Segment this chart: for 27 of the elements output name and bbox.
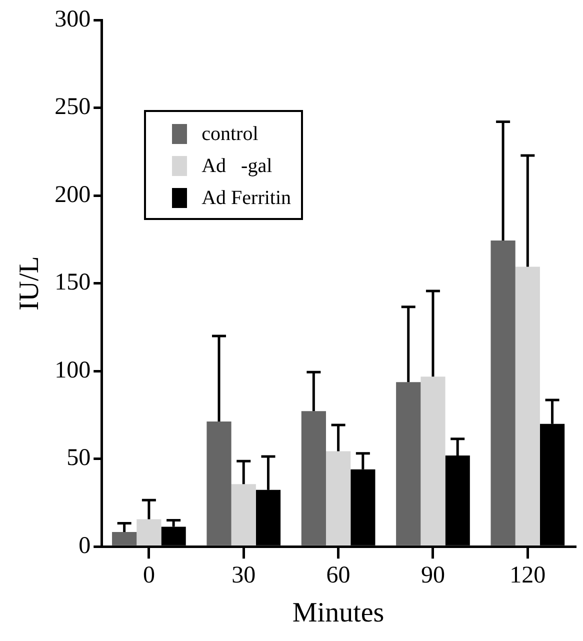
x-tick-label: 0 [142, 562, 155, 588]
x-tick-label: 30 [232, 562, 256, 588]
bar [136, 519, 162, 546]
y-tick-label: 200 [54, 182, 91, 208]
bar [490, 240, 516, 546]
bar [112, 532, 137, 546]
bar [515, 266, 540, 546]
legend-label: control [202, 122, 258, 147]
y-tick-label: 300 [54, 6, 91, 32]
legend-label: Ad -gal [202, 154, 272, 179]
x-axis-title: Minutes [292, 598, 384, 629]
x-tick-label: 90 [420, 562, 445, 588]
bar [326, 451, 351, 546]
bar [301, 411, 326, 546]
y-tick-label: 0 [78, 532, 91, 559]
y-tick-label: 250 [54, 94, 91, 120]
y-axis-title: IU/L [14, 256, 46, 311]
bar [206, 421, 232, 546]
x-tick-label: 60 [326, 562, 350, 588]
x-tick-label: 120 [510, 562, 546, 588]
bar [231, 484, 256, 546]
y-tick-label: 100 [54, 357, 91, 384]
bar [396, 382, 421, 546]
legend-label: Ad Ferritin [202, 186, 292, 211]
y-tick-label: 150 [54, 270, 91, 296]
bar [420, 376, 446, 546]
y-tick-label: 50 [66, 445, 91, 472]
